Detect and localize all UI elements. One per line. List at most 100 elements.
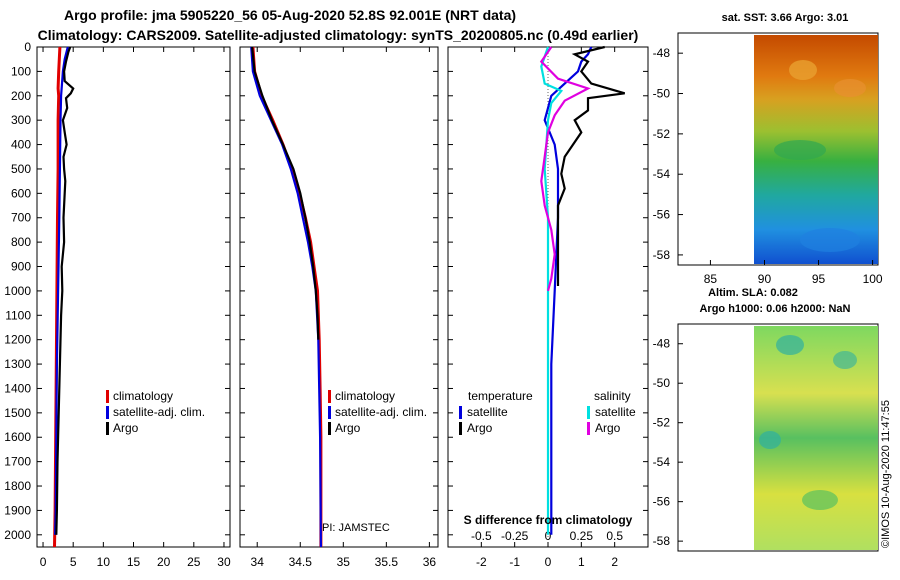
series-satellite-adj-clim- [54,46,69,535]
x-tick-label-secondary: 0.25 [570,529,594,543]
lon-tick-label: 85 [704,272,718,286]
y-tick-label: 1300 [4,357,31,371]
sst-map-title: sat. SST: 3.66 Argo: 3.01 [722,12,849,24]
legend-title-salinity: salinity [594,389,631,403]
sla-blob [833,351,857,369]
sst-map-ticks: -48 -50 -52 -54 -56 -58 85 90 95 100 [653,46,883,286]
x-tick-label: -1 [509,555,520,569]
legend-label-climatology: climatology [335,389,395,403]
series-argo [251,46,320,340]
lat-tick-label: -54 [653,167,671,181]
x-tick-label: 25 [187,555,201,569]
y-tick-label: 0 [24,40,31,54]
lat-tick-label: -54 [653,455,671,469]
y-tick-label: 1400 [4,381,31,395]
series-t-argo [556,45,626,286]
x-tick-label: 30 [217,555,231,569]
x-tick-label-secondary: 0.5 [606,529,623,543]
y-tick-label: 600 [11,186,31,200]
legend-swatch-climatology [106,390,109,403]
temperature-plot: 0 5 10 15 20 25 300100200300400500600700800900… [4,40,231,569]
legend-swatch-satellite [106,406,109,419]
sla-blob [776,335,804,355]
y-tick-label: 100 [11,64,31,78]
legend-swatch-argo [106,422,109,435]
temperature-legend: climatology satellite-adj. clim. Argo [106,389,205,435]
difference-xlabel: S difference from climatology [464,513,633,527]
legend-label-s-argo: Argo [595,421,621,435]
sst-blob [789,60,817,80]
y-tick-label: 900 [11,260,31,274]
lat-tick-label: -58 [653,534,671,548]
legend-swatch-t-satellite [459,406,462,419]
y-tick-label: 2000 [4,528,31,542]
legend-swatch-s-argo [587,422,590,435]
x-tick-label: 36 [423,555,437,569]
x-tick-label: 34 [251,555,265,569]
sla-blob [802,490,838,510]
lat-tick-label: -48 [653,46,671,60]
x-tick-label: 10 [97,555,111,569]
title-line-2: Climatology: CARS2009. Satellite-adjuste… [38,27,639,43]
difference-plot: -2 -1 0 1 2-0.5 -0.25 0 0.25 0.5 [448,45,648,569]
lat-tick-label: -48 [653,337,671,351]
y-tick-label: 1800 [4,479,31,493]
y-tick-label: 300 [11,113,31,127]
lat-tick-label: -50 [653,87,671,101]
legend-swatch-s-satellite [587,406,590,419]
legend-label-satellite: satellite-adj. clim. [335,405,427,419]
x-tick-label: 35.5 [375,555,399,569]
lat-tick-label: -50 [653,376,671,390]
legend-swatch-t-argo [459,422,462,435]
x-tick-label-secondary: -0.25 [501,529,529,543]
y-tick-label: 1100 [5,308,31,322]
x-tick-label: 0 [40,555,47,569]
legend-label-t-satellite: satellite [467,405,508,419]
y-tick-label: 1900 [4,503,31,517]
y-tick-label: 700 [11,211,31,225]
series-satellite-adj-clim- [250,46,322,548]
x-tick-label: 0 [545,555,552,569]
salinity-plot: 34 34.5 35 35.5 36 [240,46,438,569]
y-tick-label: 1500 [4,406,31,420]
y-tick-label: 1600 [4,430,31,444]
y-tick-label: 400 [11,138,31,152]
lon-tick-label: 90 [758,272,772,286]
sla-map-title-1: Altim. SLA: 0.082 [708,287,798,299]
x-tick-label: 2 [611,555,618,569]
sla-map-ticks: -48 -50 -52 -54 -56 -58 [653,337,683,548]
legend-swatch-climatology [328,390,331,403]
x-tick-label: 34.5 [289,555,313,569]
title-line-1: Argo profile: jma 5905220_56 05-Aug-2020… [64,7,516,23]
sst-blob [774,140,826,160]
legend-label-s-satellite: satellite [595,405,636,419]
y-tick-label: 800 [11,235,31,249]
y-tick-label: 1200 [4,333,31,347]
sla-blob [759,431,781,449]
lat-tick-label: -58 [653,248,671,262]
lat-tick-label: -52 [653,127,671,141]
legend-title-temperature: temperature [468,389,533,403]
legend-label-argo: Argo [335,421,361,435]
imos-credit: ©IMOS 10-Aug-2020 11:47:55 [880,400,892,548]
y-tick-label: 500 [11,162,31,176]
lat-tick-label: -56 [653,208,671,222]
x-tick-label: 15 [127,555,141,569]
x-tick-label: -2 [476,555,487,569]
x-tick-label: 20 [157,555,171,569]
sla-map-title-2: Argo h1000: 0.06 h2000: NaN [699,303,850,315]
lon-tick-label: 95 [812,272,826,286]
x-tick-label-secondary: -0.5 [471,529,492,543]
legend-swatch-argo [328,422,331,435]
series-s-argo [539,46,591,292]
x-tick-label: 35 [337,555,351,569]
pi-annotation: PI: JAMSTEC [322,522,390,534]
difference-legend: temperature satellite Argo salinity sate… [459,389,636,527]
legend-swatch-satellite [328,406,331,419]
y-tick-label: 1000 [4,284,31,298]
sla-map [677,323,879,552]
series-s-satellite [540,46,564,535]
salinity-legend: climatology satellite-adj. clim. Argo PI… [322,389,427,534]
sst-blob [834,79,866,97]
lat-tick-label: -52 [653,416,671,430]
